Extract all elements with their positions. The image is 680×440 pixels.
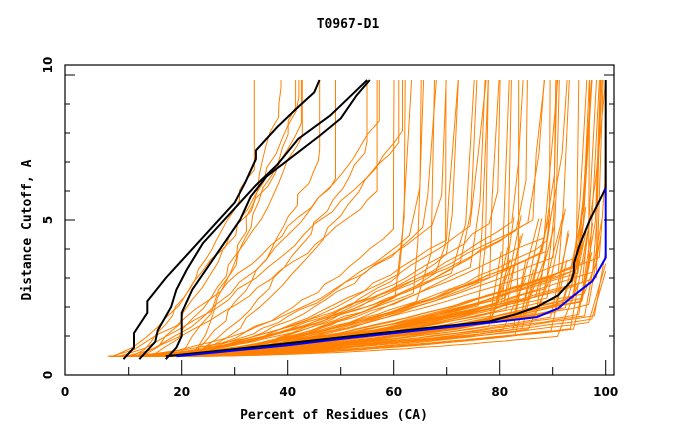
- y-axis-label: Distance Cutoff, A: [20, 159, 35, 300]
- blue-curve-best: [176, 188, 607, 358]
- model-curve: [151, 79, 487, 357]
- model-curve: [191, 80, 403, 357]
- x-tick-label: 40: [279, 385, 296, 399]
- model-curve: [148, 79, 459, 357]
- model-curve: [125, 79, 560, 357]
- model-curve: [121, 79, 447, 357]
- y-tick-label: 5: [41, 216, 55, 224]
- y-tick-label: 0: [41, 371, 55, 379]
- model-curve: [152, 79, 422, 357]
- model-curve: [177, 79, 486, 357]
- y-tick-label: 10: [41, 57, 55, 74]
- model-curve: [175, 80, 297, 357]
- x-axis-label: Percent of Residues (CA): [240, 408, 428, 423]
- x-tick-label: 100: [593, 385, 618, 399]
- series-layer: [107, 79, 607, 360]
- x-tick-label: 80: [491, 385, 508, 399]
- x-tick-label: 0: [61, 385, 69, 399]
- model-curve: [134, 80, 380, 357]
- model-curve: [144, 79, 459, 357]
- model-curve: [151, 80, 303, 357]
- model-curve: [189, 80, 282, 357]
- black-curve-2: [138, 79, 368, 360]
- model-curve: [111, 80, 336, 357]
- model-curve: [190, 230, 589, 357]
- axis-layer: 0 20 40 60 80 100 0 5 10: [41, 57, 618, 399]
- model-curve: [131, 80, 255, 357]
- x-tick-label: 60: [385, 385, 402, 399]
- model-curve: [112, 80, 302, 357]
- model-curve: [160, 79, 437, 357]
- model-curve: [125, 80, 378, 357]
- black-curve-main: [165, 80, 607, 358]
- model-curve: [130, 79, 601, 357]
- model-curve: [113, 79, 406, 357]
- model-curve: [184, 80, 321, 357]
- model-curve: [182, 280, 550, 357]
- model-curve: [188, 80, 368, 357]
- chart-title: T0967-D1: [317, 17, 380, 32]
- black-curve-1: [122, 79, 321, 360]
- x-tick-label: 20: [173, 385, 190, 399]
- black-curve-3: [165, 79, 371, 360]
